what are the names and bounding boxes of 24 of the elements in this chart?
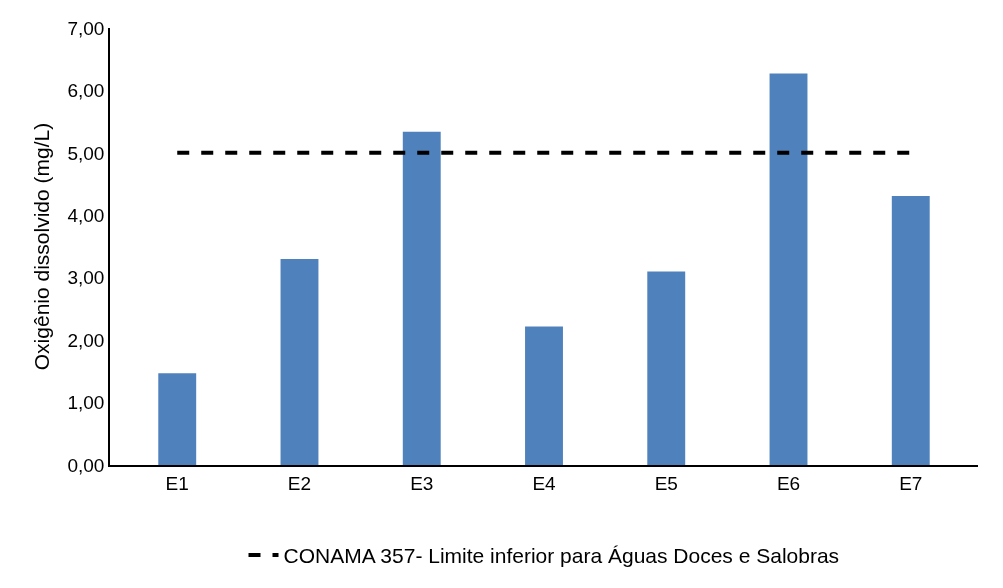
- x-tick-label: E5: [654, 472, 678, 494]
- x-tick-label: E6: [776, 472, 801, 494]
- y-tick-label: 5,00: [67, 142, 105, 164]
- y-tick-label: 3,00: [67, 267, 105, 289]
- bar: [280, 258, 319, 465]
- x-tick-label: E4: [532, 472, 557, 494]
- bar: [402, 131, 441, 465]
- bar: [647, 271, 686, 465]
- y-tick-label: 6,00: [67, 80, 105, 102]
- x-tick-label: E3: [410, 472, 434, 494]
- y-tick-label: 4,00: [67, 204, 105, 226]
- legend-label: CONAMA 357- Limite inferior para Águas Doces e Salobras: [283, 544, 840, 568]
- y-tick-label: 7,00: [67, 17, 105, 39]
- y-axis-title: Oxigênio dissolvido (mg/L): [30, 122, 54, 371]
- y-tick-label: 1,00: [67, 392, 105, 414]
- bar: [891, 195, 930, 465]
- x-tick-label: E7: [899, 472, 923, 494]
- bar: [525, 326, 563, 465]
- x-tick-label: E1: [165, 472, 189, 494]
- bar: [769, 73, 808, 465]
- x-tick-label: E2: [287, 472, 312, 494]
- bar: [158, 373, 197, 465]
- y-tick-label: 0,00: [67, 454, 105, 476]
- y-tick-label: 2,00: [67, 329, 105, 351]
